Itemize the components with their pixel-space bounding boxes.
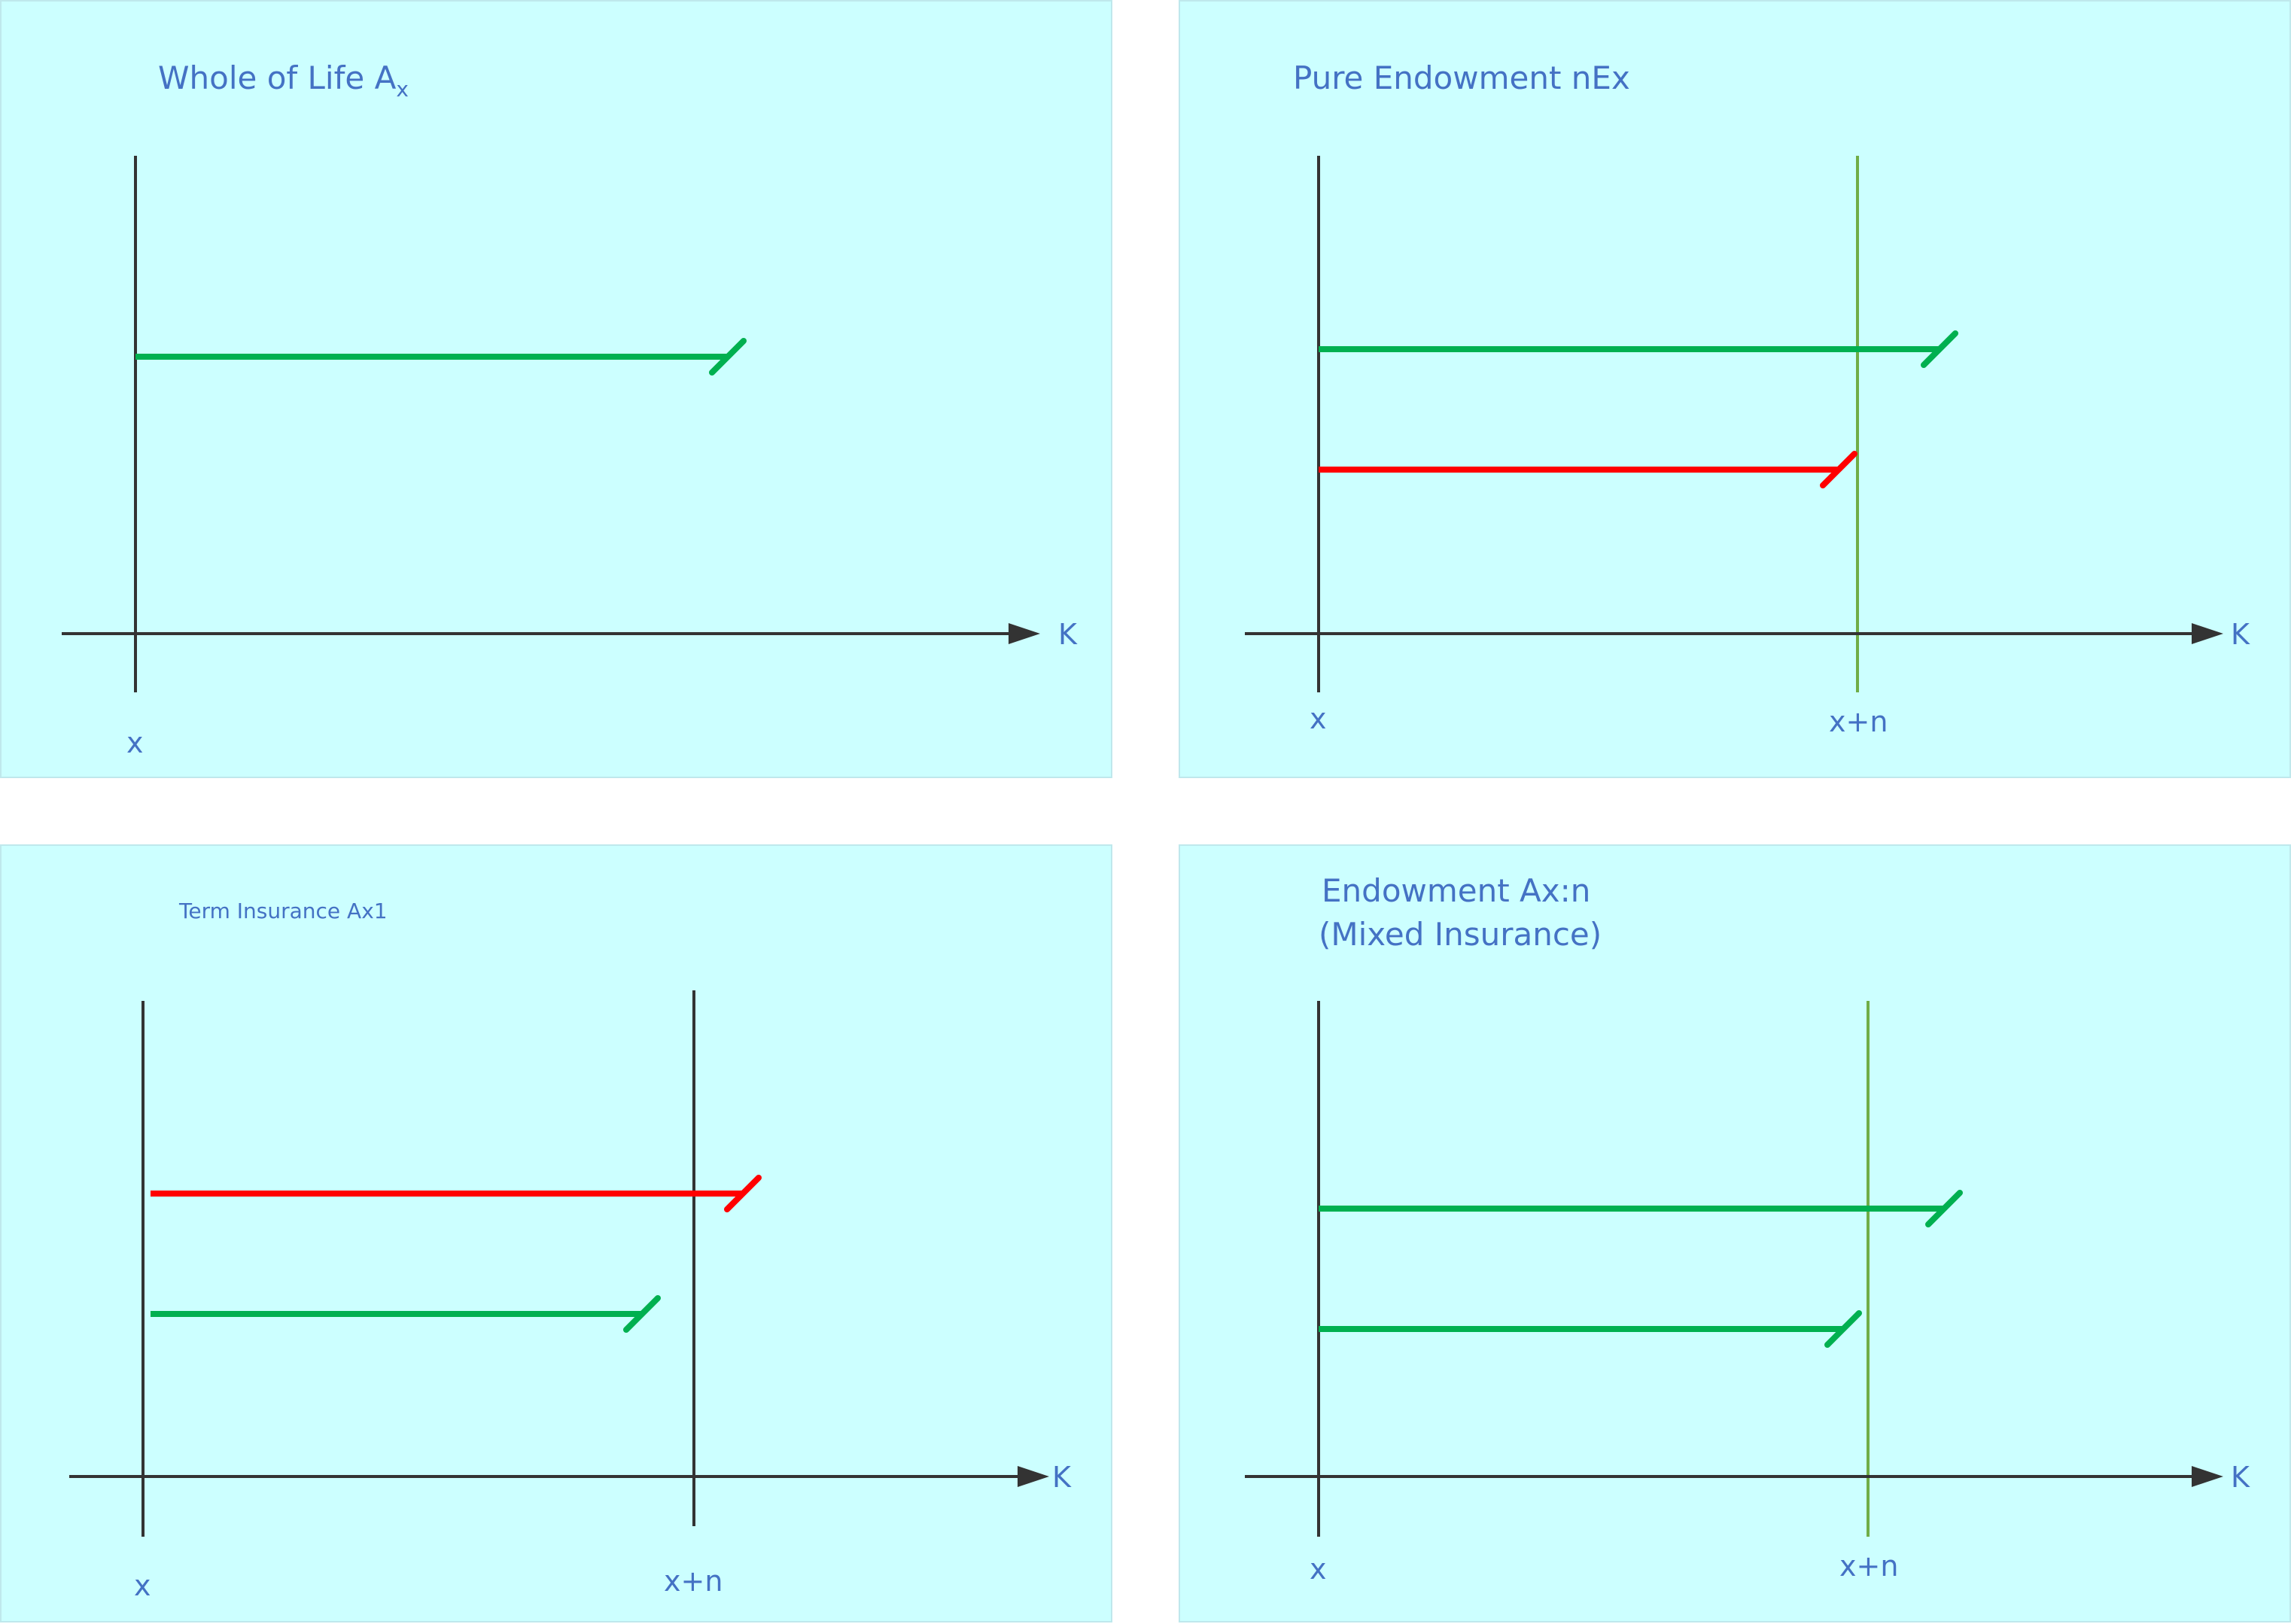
pure-endowment-diagram: Pure Endowment nEx K x x+n: [1245, 59, 2250, 738]
term-insurance-title: Term Insurance Ax1: [178, 899, 388, 923]
survival-benefit-tick: [1925, 1190, 1963, 1227]
time-axis-label: K: [1058, 618, 1078, 651]
time-axis-arrowhead: [2192, 1466, 2223, 1487]
no-payment-tick: [724, 1175, 762, 1212]
start-age-label: x: [1310, 1553, 1327, 1586]
endowment-title-line2: (Mixed Insurance): [1319, 916, 1602, 953]
time-axis-label: K: [1052, 1461, 1072, 1494]
endowment-diagram: Endowment Ax:n (Mixed Insurance) K x x+n: [1245, 872, 2250, 1586]
start-age-label: x: [126, 726, 144, 759]
death-benefit-tick: [709, 338, 747, 376]
endowment-title-line1: Endowment Ax:n: [1322, 872, 1590, 909]
panel-pure-endowment: Pure Endowment nEx K x x+n: [1179, 0, 2291, 778]
whole-of-life-diagram: Whole of Life Ax K x: [62, 59, 1078, 759]
time-axis-label: K: [2231, 618, 2250, 651]
time-axis-arrowhead: [1009, 623, 1040, 644]
panel-endowment: Endowment Ax:n (Mixed Insurance) K x x+n: [1179, 844, 2291, 1622]
panel-whole-of-life: Whole of Life Ax K x: [0, 0, 1112, 778]
term-end-label: x+n: [1829, 705, 1888, 738]
death-benefit-tick: [1824, 1310, 1862, 1348]
term-insurance-diagram: Term Insurance Ax1 K x x+n: [69, 899, 1072, 1602]
start-age-label: x: [1310, 702, 1327, 735]
term-end-label: x+n: [1839, 1549, 1898, 1583]
pure-endowment-title: Pure Endowment nEx: [1293, 59, 1630, 96]
no-payment-tick: [1820, 451, 1857, 488]
time-axis-label: K: [2231, 1461, 2250, 1494]
whole-of-life-title: Whole of Life Ax: [158, 59, 409, 102]
survival-benefit-tick: [1921, 330, 1958, 368]
death-benefit-tick: [623, 1295, 661, 1333]
start-age-label: x: [134, 1569, 151, 1602]
panel-term-insurance: Term Insurance Ax1 K x x+n: [0, 844, 1112, 1622]
time-axis-arrowhead: [1018, 1466, 1049, 1487]
time-axis-arrowhead: [2192, 623, 2223, 644]
term-end-label: x+n: [664, 1565, 723, 1598]
